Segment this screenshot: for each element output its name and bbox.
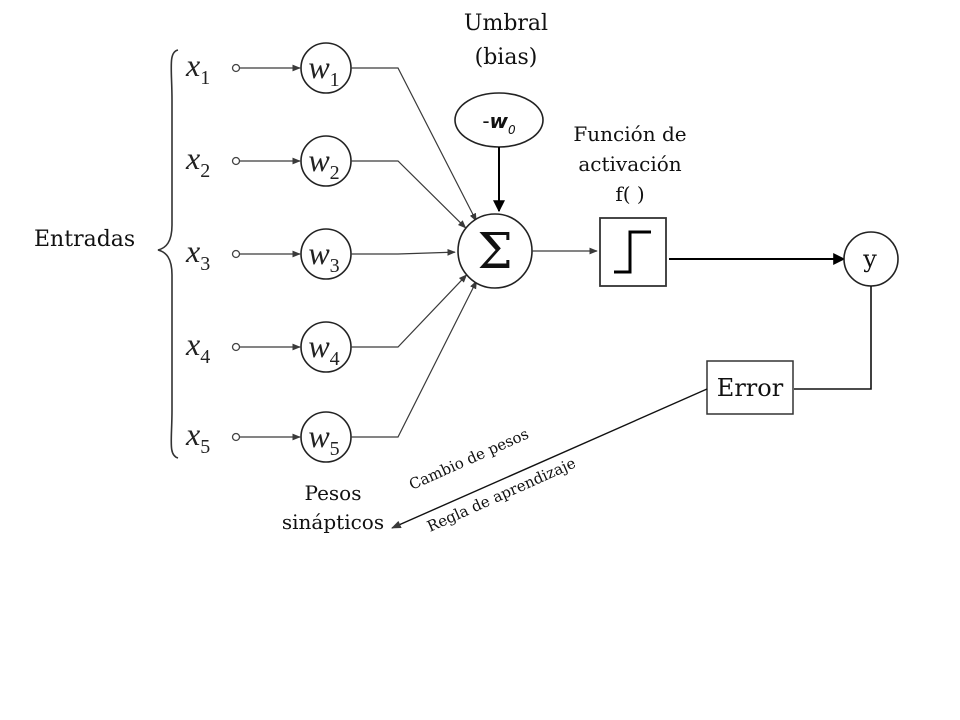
weight-to-sum-arrow-3 bbox=[351, 248, 456, 256]
bias-node-label: -w0 bbox=[482, 109, 516, 137]
activation-title-line3: f( ) bbox=[615, 182, 644, 206]
weight-to-sum-arrow-5 bbox=[351, 280, 478, 438]
input-terminal-4 bbox=[231, 342, 241, 352]
bias-var: w bbox=[490, 109, 509, 133]
activation-box bbox=[599, 217, 667, 287]
activation-title-line2: activación bbox=[578, 152, 681, 176]
input-terminal-1 bbox=[231, 63, 241, 73]
output-label: y bbox=[862, 245, 877, 273]
input-label-x2: x2 bbox=[185, 140, 210, 182]
inputs-brace bbox=[157, 49, 179, 459]
weight-label-w4: w4 bbox=[308, 328, 339, 370]
weights-caption-line2: sinápticos bbox=[282, 510, 384, 534]
weight-label-w3: w3 bbox=[308, 235, 339, 277]
input-terminal-2 bbox=[231, 156, 241, 166]
input-label-x5: x5 bbox=[185, 416, 210, 458]
error-box bbox=[706, 360, 794, 415]
weights-caption-line1: Pesos bbox=[305, 481, 362, 505]
weight-to-sum-arrow-2 bbox=[351, 160, 467, 229]
step-function-icon bbox=[614, 230, 651, 274]
activation-title-line1: Función de bbox=[573, 122, 686, 146]
bias-title-line2: (bias) bbox=[475, 45, 538, 70]
input-terminal-3 bbox=[231, 249, 241, 259]
learning-feedback-arrow bbox=[391, 388, 708, 529]
weight-label-w5: w5 bbox=[308, 418, 339, 460]
bias-title-line1: Umbral bbox=[464, 11, 548, 36]
inputs-group-label: Entradas bbox=[34, 227, 135, 252]
weight-to-sum-arrow-1 bbox=[351, 67, 477, 222]
input-label-x1: x1 bbox=[185, 47, 210, 89]
weight-to-sum-arrow-4 bbox=[351, 274, 468, 348]
weight-label-w2: w2 bbox=[308, 142, 339, 184]
input-rows: x1 w1 x2 w2 x3 w3 x4 w4 x5 w5 bbox=[185, 42, 478, 463]
bias-sub: 0 bbox=[508, 123, 516, 137]
weight-label-w1: w1 bbox=[308, 49, 339, 91]
input-label-x3: x3 bbox=[185, 233, 210, 275]
error-label: Error bbox=[717, 374, 784, 402]
bias-sign: - bbox=[482, 109, 489, 133]
input-label-x4: x4 bbox=[185, 326, 210, 368]
input-terminal-5 bbox=[231, 432, 241, 442]
output-to-error-line bbox=[794, 286, 872, 390]
summation-symbol: Σ bbox=[477, 222, 512, 280]
